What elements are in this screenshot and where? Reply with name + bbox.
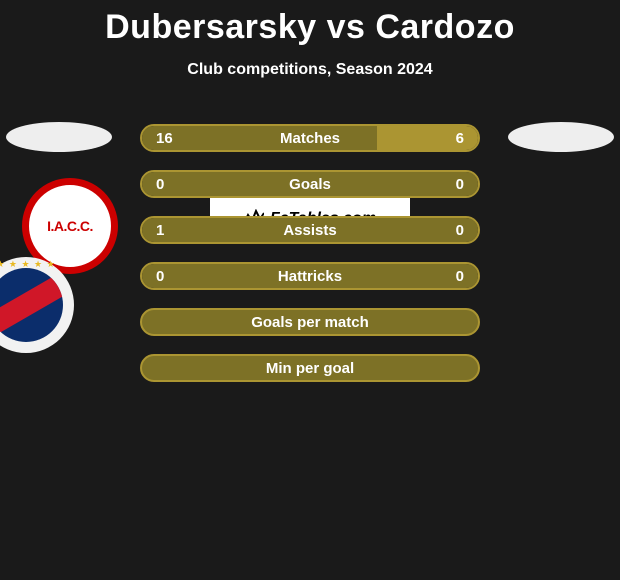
stat-fill-left — [142, 264, 478, 288]
club-badge-right: ★ ★ ★ ★ ★ — [0, 257, 74, 353]
club-badge-right-stripe — [0, 270, 63, 341]
stat-row-mpg: Min per goal — [140, 354, 480, 382]
stat-fill-left — [142, 126, 377, 150]
player-right-shadow — [508, 122, 614, 152]
player-left-shadow — [6, 122, 112, 152]
club-badge-right-core — [0, 268, 63, 342]
stat-row-hattricks: 0 Hattricks 0 — [140, 262, 480, 290]
club-badge-left-text: I.A.C.C. — [47, 218, 93, 234]
page-title: Dubersarsky vs Cardozo — [0, 0, 620, 47]
stat-fill-left — [142, 218, 478, 242]
stat-fill-right — [377, 126, 478, 150]
subtitle: Club competitions, Season 2024 — [0, 61, 620, 79]
stat-fill-left — [142, 172, 478, 196]
stat-row-goals: 0 Goals 0 — [140, 170, 480, 198]
stat-row-matches: 16 Matches 6 — [140, 124, 480, 152]
stat-row-gpm: Goals per match — [140, 308, 480, 336]
stats-container: 16 Matches 6 0 Goals 0 1 Assists 0 0 Hat… — [140, 124, 480, 382]
club-badge-right-stars: ★ ★ ★ ★ ★ — [0, 259, 74, 270]
stat-row-assists: 1 Assists 0 — [140, 216, 480, 244]
